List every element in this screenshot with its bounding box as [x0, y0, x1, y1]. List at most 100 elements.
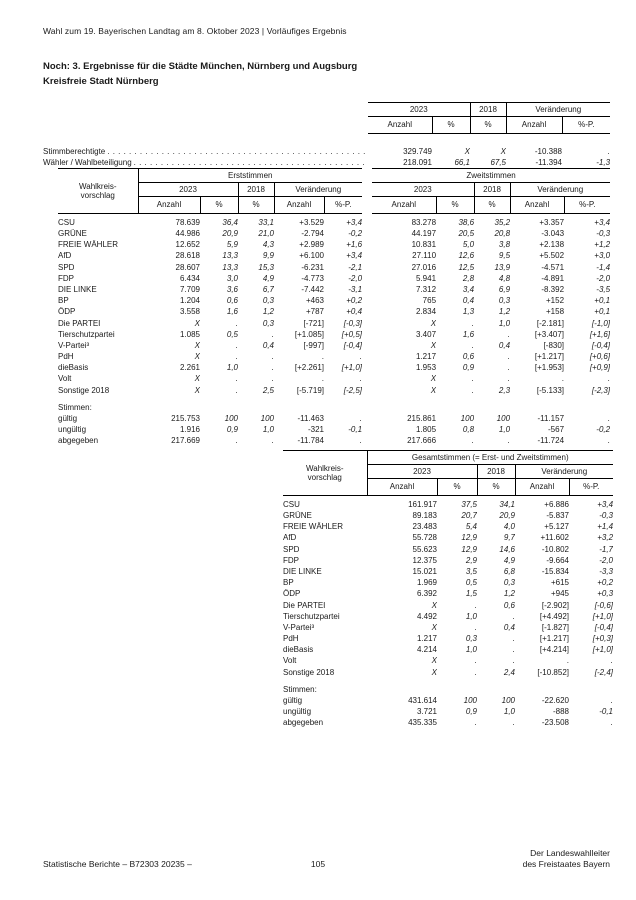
summary-subcol-pct-2018: % [470, 116, 507, 134]
party-row-label: Volt [283, 656, 297, 666]
party-row-label: DIE LINKE [58, 284, 97, 294]
party-row-label: dieBasis [58, 363, 89, 373]
zweit-change-anzahl-cell: +5.502 [539, 251, 565, 261]
zweit-subcol-pct-2023: % [436, 196, 475, 214]
party-row-label: Volt [58, 374, 72, 384]
zweit-change-pctp-cell: [-2,3] [591, 385, 611, 395]
total-change-pctp-cell: . [610, 656, 614, 666]
erst-anzahl-2023-cell: 28.607 [175, 262, 200, 272]
total-pct-2023-cell: 100 [463, 696, 477, 706]
zweit-change-pctp-cell: [-1,0] [591, 318, 611, 328]
total-change-pctp-cell: +3,4 [597, 499, 614, 509]
party-row: Die PARTEI X. 0,3 [-721] [-0,3] X. 1,0 [-2.181]… [58, 318, 610, 329]
summary-pct-2023-cell: 66,1 [454, 158, 471, 167]
party-row-label: SPD [58, 262, 75, 272]
total-change-anzahl-cell: [+4.492] [539, 611, 569, 621]
total-anzahl-2023-cell: 6.392 [416, 589, 437, 599]
total-pct-2023-cell: . [474, 600, 477, 610]
zweit-anzahl-2023-cell: 2.834 [416, 307, 437, 317]
erst-anzahl-2023-cell: 217.669 [171, 436, 200, 446]
summary-subcol-pct-2023: % [432, 116, 471, 134]
zweit-anzahl-2023-cell: X [430, 385, 437, 395]
party-row-label: V-Partei³ [58, 340, 90, 350]
total-change-pctp-cell: [-0,4] [594, 622, 614, 632]
stimmen-row: gültig 431.614 100 100 -22.620. [283, 695, 613, 706]
total-pct-2018-cell: 0,4 [503, 622, 515, 632]
table-gap-spacer [362, 239, 372, 250]
party-row: DIE LINKE 15.021 3,5 6,8 -15.834 -3,3 [283, 566, 613, 577]
total-anzahl-2023-cell: 431.614 [408, 696, 437, 706]
erst-pct-2023-cell: 13,3 [222, 251, 238, 261]
total-pct-2018-cell: 100 [501, 696, 515, 706]
erst-pct-2018-cell: 4,3 [262, 240, 274, 250]
party-row-label: ÖDP [58, 307, 76, 317]
zweit-pct-2023-cell: 12,6 [458, 251, 475, 261]
table-gap-spacer [362, 284, 372, 295]
erststimmen-group-header: Erststimmen [138, 168, 363, 183]
party-row-label: CSU [283, 499, 300, 509]
zweit-change-anzahl-cell: . [561, 374, 565, 384]
erst-pct-2023-cell: 0,5 [226, 329, 238, 339]
erst-anzahl-2023-cell: X [194, 318, 200, 328]
table-gap-spacer [362, 351, 372, 362]
erst-anzahl-2023-cell: 6.434 [179, 273, 200, 283]
table-gap-spacer [362, 436, 372, 447]
zweit-pct-2018-cell: 100 [496, 414, 511, 424]
party-row-label: CSU [58, 217, 75, 227]
total-change-pctp-cell: . [610, 718, 614, 728]
zweit-change-anzahl-cell: [-830] [543, 340, 565, 350]
total-anzahl-2023-cell: X [431, 667, 437, 677]
total-pct-2023-cell: 2,9 [465, 555, 477, 565]
total-anzahl-2023-cell: 161.917 [408, 499, 437, 509]
total-pct-2018-cell: 1,0 [503, 707, 515, 717]
erst-change-anzahl-cell: [-997] [303, 340, 324, 350]
party-row-label: Die PARTEI [283, 600, 326, 610]
summary-col-change: Veränderung [506, 102, 611, 117]
party-row: dieBasis 2.261 1,0. [+2.261] [+1,0] 1.953 0,9.… [58, 362, 610, 373]
table-gap-spacer [362, 169, 372, 214]
party-row: FREIE WÄHLER 12.652 5,9 4,3 +2.989 +1,6 10.831… [58, 239, 610, 250]
zweit-pct-2018-cell: . [507, 436, 511, 446]
total-pct-2023-cell: . [474, 656, 477, 666]
party-row-label: Tierschutzpartei [283, 611, 340, 621]
total-pct-2018-cell: . [512, 718, 515, 728]
summary-table: 2023 2018 Veränderung Anzahl % % Anzahl … [43, 102, 611, 169]
footer-series-reference: Statistische Berichte – B72303 20235 – [43, 859, 192, 869]
erst-change-anzahl-cell: -11.463 [297, 414, 324, 424]
stimmen-row: abgegeben 435.335.. -23.508. [283, 718, 613, 729]
zweit-anzahl-2023-cell: 1.805 [416, 425, 437, 435]
party-row: FREIE WÄHLER 23.483 5,4 4,0 +5.127 +1,4 [283, 521, 613, 532]
zweit-pct-2023-cell: 0,4 [462, 296, 475, 306]
gesamtstimmen-table: Wahlkreis- vorschlag Gesamtstimmen (= Er… [283, 450, 614, 729]
erst-change-anzahl-cell: +463 [305, 296, 324, 306]
erst-pct-2018-cell: 2,5 [262, 385, 274, 395]
total-change-anzahl-cell: [+1.217] [539, 634, 569, 644]
zweit-pct-2018-cell: 4,8 [498, 273, 511, 283]
erst-pct-2018-cell: 6,7 [262, 284, 274, 294]
total-anzahl-2023-cell: 1.969 [416, 578, 437, 588]
summary-subcol-anzahl-2023: Anzahl [368, 116, 433, 134]
total-anzahl-2023-cell: 1.217 [416, 634, 437, 644]
party-row-label: dieBasis [283, 645, 314, 655]
total-pct-2018-cell: 6,8 [503, 566, 515, 576]
erst-pct-2023-cell: 1,6 [226, 307, 238, 317]
stimmen-row: ungültig 3.721 0,9 1,0 -888 -0,1 [283, 706, 613, 717]
erst-anzahl-2023-cell: 1.916 [179, 425, 200, 435]
party-row-label: Sonstige 2018 [58, 385, 110, 395]
total-change-anzahl-cell: -888 [552, 707, 569, 717]
zweit-anzahl-2023-cell: 83.278 [411, 217, 437, 227]
party-row-label: SPD [283, 544, 300, 554]
party-row-label: AfD [283, 533, 297, 543]
zweit-change-pctp-cell: +3,4 [594, 217, 611, 227]
erst-pct-2023-cell: 36,4 [222, 217, 238, 227]
zweit-change-anzahl-cell: -11.157 [537, 414, 565, 424]
party-row: SPD 55.623 12,9 14,6 -10.802 -1,7 [283, 544, 613, 555]
total-pct-2018-cell: 34,1 [499, 499, 515, 509]
party-row: AfD 55.728 12,9 9,7 +11.602 +3,2 [283, 533, 613, 544]
zweit-change-pctp-cell: +3,0 [594, 251, 611, 261]
zweit-pct-2018-cell: 6,9 [498, 284, 511, 294]
total-change-anzahl-cell: -10.802 [541, 544, 569, 554]
total-pct-2023-cell: . [474, 622, 477, 632]
zweit-pct-2018-cell: 35,2 [494, 217, 511, 227]
